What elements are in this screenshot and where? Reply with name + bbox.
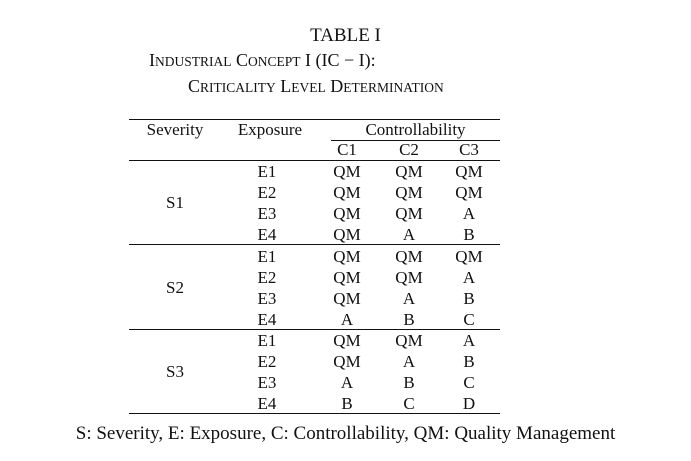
table-label: TABLE I — [310, 25, 381, 46]
severity-cell-s2: S2 — [166, 277, 184, 297]
header-c2: C2 — [399, 140, 419, 159]
level-cell-c3-s2-e3: B — [463, 289, 475, 308]
caption-line-1-rest: I (IC − I): — [305, 50, 376, 70]
header-bottom-rule — [129, 160, 500, 161]
severity-cell-s3: S3 — [166, 361, 184, 381]
level-cell-c2-s2-e4: B — [403, 310, 415, 329]
header-c3: C3 — [459, 140, 479, 159]
header-severity: Severity — [146, 120, 204, 139]
exposure-cell-s2-e2: E2 — [257, 268, 277, 287]
exposure-cell-s2-e3: E3 — [257, 289, 277, 308]
table-caption-line-2: Criticality Level Determination — [188, 76, 444, 97]
exposure-cell-s3-e1: E1 — [257, 331, 277, 350]
caption-word-level-rest: evel — [291, 80, 326, 95]
exposure-cell-s1-e4: E4 — [257, 225, 277, 244]
level-cell-c3-s3-e1: A — [462, 331, 476, 350]
caption-word-determination-rest: etermination — [343, 80, 444, 95]
caption-word-industrial-rest: ndustrial — [155, 54, 232, 69]
level-cell-c1-s3-e2: QM — [333, 352, 361, 371]
exposure-cell-s3-e2: E2 — [257, 352, 277, 371]
level-cell-c1-s2-e1: QM — [333, 247, 361, 266]
level-cell-c3-s2-e1: QM — [455, 247, 483, 266]
level-cell-c2-s1-e3: QM — [395, 204, 423, 223]
level-cell-c2-s2-e3: A — [402, 289, 416, 308]
severity-cell-s1: S1 — [166, 192, 184, 212]
level-cell-c1-s2-e2: QM — [333, 268, 361, 287]
exposure-cell-s3-e3: E3 — [257, 373, 277, 392]
header-controllability: Controllability — [365, 120, 466, 139]
exposure-cell-s3-e4: E4 — [257, 394, 277, 413]
caption-word-determination-initial: D — [330, 76, 344, 96]
table-footnote: S: Severity, E: Exposure, C: Controllabi… — [75, 423, 616, 444]
header-c1: C1 — [337, 140, 357, 159]
table-bottom-rule — [129, 413, 500, 414]
exposure-cell-s2-e1: E1 — [257, 247, 277, 266]
level-cell-c1-s1-e4: QM — [333, 225, 361, 244]
level-cell-c1-s3-e4: B — [341, 394, 353, 413]
level-cell-c3-s1-e4: B — [463, 225, 475, 244]
level-cell-c2-s3-e2: A — [402, 352, 416, 371]
caption-word-criticality-initial: C — [188, 76, 201, 96]
level-cell-c2-s3-e1: QM — [395, 331, 423, 350]
criticality-table: Severity Exposure Controllability C1 C2 … — [129, 117, 500, 417]
level-cell-c1-s2-e4: A — [340, 310, 354, 329]
level-cell-c1-s1-e2: QM — [333, 183, 361, 202]
level-cell-c3-s2-e2: A — [462, 268, 476, 287]
controllability-underline — [331, 140, 500, 141]
level-cell-c3-s3-e2: B — [463, 352, 475, 371]
level-cell-c3-s1-e3: A — [462, 204, 476, 223]
table-caption-line-1: Industrial Concept I (IC − I): — [149, 50, 376, 71]
level-cell-c1-s3-e1: QM — [333, 331, 361, 350]
level-cell-c2-s1-e2: QM — [395, 183, 423, 202]
level-cell-c1-s1-e3: QM — [333, 204, 361, 223]
caption-word-concept-rest: oncept — [248, 54, 301, 69]
group-divider-rule-2 — [129, 329, 500, 330]
caption-word-industrial-initial: I — [149, 50, 155, 70]
exposure-cell-s1-e1: E1 — [257, 162, 277, 181]
level-cell-c1-s1-e1: QM — [333, 162, 361, 181]
level-cell-c2-s1-e1: QM — [395, 162, 423, 181]
exposure-cell-s1-e3: E3 — [257, 204, 277, 223]
level-cell-c1-s2-e3: QM — [333, 289, 361, 308]
table-top-rule — [129, 119, 500, 120]
caption-word-level-initial: L — [280, 76, 292, 96]
level-cell-c2-s3-e3: B — [403, 373, 415, 392]
level-cell-c1-s3-e3: A — [340, 373, 354, 392]
level-cell-c3-s1-e1: QM — [455, 162, 483, 181]
header-exposure: Exposure — [237, 120, 303, 139]
level-cell-c2-s1-e4: A — [402, 225, 416, 244]
level-cell-c2-s2-e1: QM — [395, 247, 423, 266]
exposure-cell-s2-e4: E4 — [257, 310, 277, 329]
caption-word-criticality-rest: riticality — [200, 80, 276, 95]
level-cell-c2-s3-e4: C — [403, 394, 415, 413]
group-divider-rule-1 — [129, 244, 500, 245]
level-cell-c2-s2-e2: QM — [395, 268, 423, 287]
level-cell-c3-s2-e4: C — [463, 310, 475, 329]
exposure-cell-s1-e2: E2 — [257, 183, 277, 202]
caption-word-concept-initial: C — [236, 50, 249, 70]
level-cell-c3-s3-e3: C — [463, 373, 475, 392]
level-cell-c3-s3-e4: D — [462, 394, 476, 413]
level-cell-c3-s1-e2: QM — [455, 183, 483, 202]
